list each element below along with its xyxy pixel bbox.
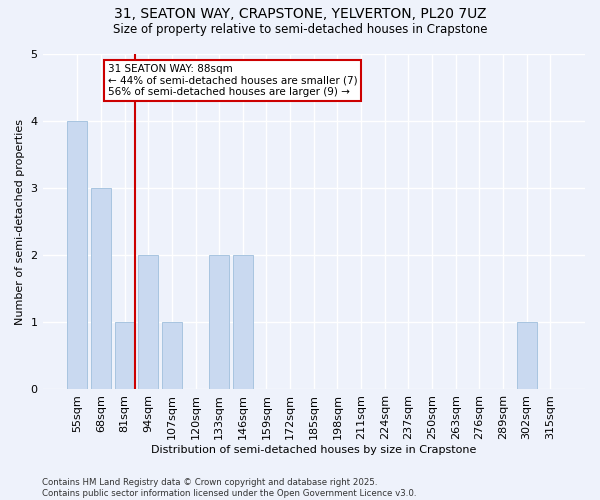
Bar [162, 322, 182, 390]
Bar [517, 322, 536, 390]
Bar [233, 256, 253, 390]
Bar [115, 322, 134, 390]
Y-axis label: Number of semi-detached properties: Number of semi-detached properties [15, 118, 25, 324]
Text: Size of property relative to semi-detached houses in Crapstone: Size of property relative to semi-detach… [113, 22, 487, 36]
Text: 31, SEATON WAY, CRAPSTONE, YELVERTON, PL20 7UZ: 31, SEATON WAY, CRAPSTONE, YELVERTON, PL… [114, 8, 486, 22]
Bar [91, 188, 111, 390]
Text: Contains HM Land Registry data © Crown copyright and database right 2025.
Contai: Contains HM Land Registry data © Crown c… [42, 478, 416, 498]
X-axis label: Distribution of semi-detached houses by size in Crapstone: Distribution of semi-detached houses by … [151, 445, 476, 455]
Text: 31 SEATON WAY: 88sqm
← 44% of semi-detached houses are smaller (7)
56% of semi-d: 31 SEATON WAY: 88sqm ← 44% of semi-detac… [108, 64, 358, 98]
Bar [138, 256, 158, 390]
Bar [67, 121, 88, 390]
Bar [209, 256, 229, 390]
